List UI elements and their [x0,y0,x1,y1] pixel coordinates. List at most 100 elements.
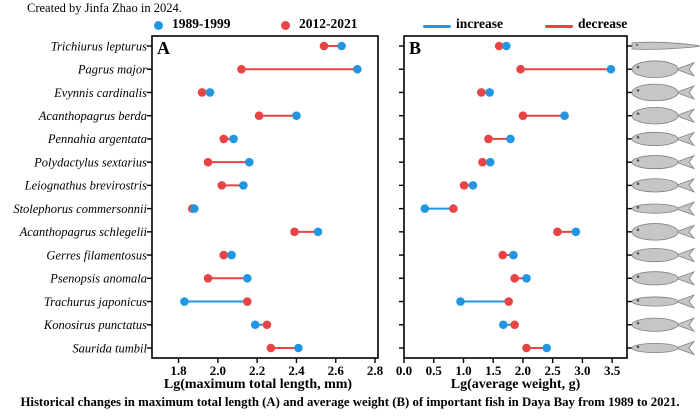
fish-eye [636,228,640,232]
species-label: Acanthopagrus berda [38,109,147,123]
legend-label-2012-2021: 2012-2021 [299,16,358,31]
dot-1989-1999 [239,181,248,190]
dot-1989-1999 [606,64,616,74]
dot-1989-1999 [313,227,323,237]
dot-1989-1999 [243,274,252,283]
legend-dot-2012-2021 [281,21,290,30]
x-tick-label: 3.0 [574,363,590,378]
dot-1989-1999 [501,41,511,51]
x-tick-label: 2.8 [367,363,384,378]
species-label: Evynnis cardinalis [53,86,147,100]
fish-eye [636,299,640,302]
fish-eye [636,159,640,162]
x-tick-label: 0.5 [426,363,443,378]
fish-body [631,342,679,353]
dot-1989-1999 [571,227,581,237]
fish-icon [674,154,696,170]
fish-body [631,203,679,214]
fish-icon [674,178,696,193]
species-label: Pagrus major [77,63,147,77]
dot-2012-2021 [484,134,493,144]
fish-icon [674,294,696,309]
x-tick-label: 2.4 [288,363,305,378]
dot-1989-1999 [522,274,531,283]
dot-2012-2021 [516,64,525,74]
dot-1989-1999 [542,343,552,353]
dot-1989-1999 [485,157,495,167]
species-label: Polydactylus sextarius [33,155,147,169]
fish-body [631,83,679,102]
x-tick-label: 2.6 [328,363,345,378]
dot-2012-2021 [217,181,227,190]
species-label: Psenopsis anomala [49,272,147,286]
fish-body [631,60,679,78]
species-label: Gerres filamentosus [46,248,147,262]
fish-body [631,155,679,170]
fish-icon [674,131,696,147]
fish-icon [674,224,696,240]
fish-body [631,178,679,193]
x-tick-label: 2.5 [545,363,562,378]
fish-icon [674,270,696,286]
x-tick-label: 0.0 [396,363,412,378]
dot-2012-2021 [254,111,264,120]
legend-label-decrease: decrease [578,16,628,31]
dot-1989-1999 [250,320,260,330]
legend-dot-1989-1999 [154,21,163,30]
fish-eye [636,345,640,349]
legend-label-1989-1999: 1989-1999 [172,16,231,31]
dot-1989-1999 [509,250,518,260]
dot-1989-1999 [244,157,254,167]
legend-line-increase [423,25,451,28]
fish-body [631,271,679,286]
dot-2012-2021 [504,297,513,306]
dot-2012-2021 [510,320,519,330]
dot-2012-2021 [494,41,504,51]
x-tick-label: 3.5 [604,363,621,378]
fish-eye [636,252,640,255]
species-label: Trachurus japonicus [44,295,147,309]
panel-A-border [151,35,379,359]
dot-2012-2021 [237,64,246,74]
fish-icon [674,317,696,333]
dot-1989-1999 [189,204,199,213]
xaxis-label-panel-A: Lg(maximum total length, mm) [163,377,353,392]
species-label: Trichiurus lepturus [51,39,147,53]
dot-1989-1999 [229,134,238,144]
fish-body [631,223,679,241]
species-label: Konosirus punctatus [43,318,147,332]
dot-1989-1999 [506,134,515,144]
fish-body [631,131,679,146]
species-label: Stolephorus commersonnii [13,202,147,216]
fish-body [631,317,679,332]
panel-B-border [403,35,628,359]
dot-2012-2021 [522,343,531,353]
dot-2012-2021 [498,250,508,260]
dot-2012-2021 [266,343,276,353]
fish-body [631,248,679,263]
dot-1989-1999 [353,64,362,74]
dot-2012-2021 [197,88,207,97]
fish-eye [636,112,640,115]
x-tick-label: 1.5 [485,363,502,378]
species-label: Leiognathus brevirostris [24,179,147,193]
legend-line-decrease [545,25,573,28]
dot-2012-2021 [219,250,229,260]
dot-1989-1999 [499,320,508,330]
dot-2012-2021 [203,274,213,283]
dot-1989-1999 [294,343,303,353]
species-label: Acanthopagrus schlegelii [19,225,148,239]
panel-letter-A: A [157,38,170,58]
dot-2012-2021 [203,157,213,167]
fish-eye [636,135,640,139]
fish-eye [636,65,640,69]
dot-2012-2021 [219,134,229,144]
dot-1989-1999 [337,41,346,51]
dot-2012-2021 [510,274,519,283]
x-tick-label: 2.0 [210,363,226,378]
dot-2012-2021 [319,41,329,51]
x-tick-label: 1.0 [455,363,471,378]
dot-2012-2021 [449,204,458,213]
dot-1989-1999 [205,88,215,97]
